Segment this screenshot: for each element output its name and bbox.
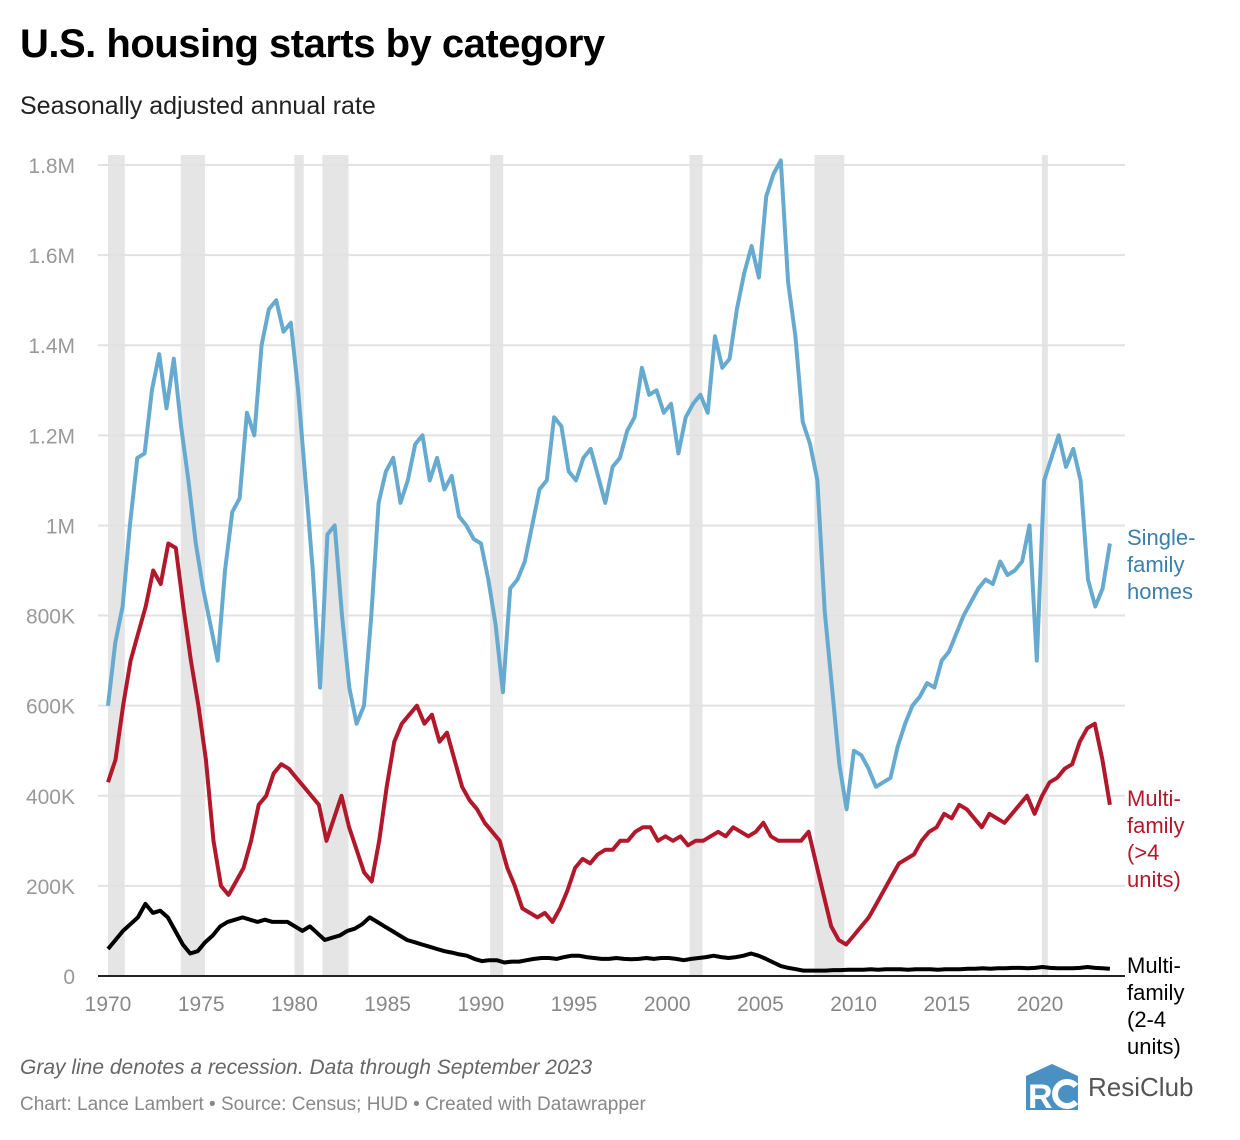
y-tick-label: 1.8M (28, 155, 75, 178)
x-tick-label: 1995 (551, 993, 598, 1016)
series-lines (106, 158, 1112, 973)
y-tick-label: 600K (26, 696, 75, 719)
x-tick-label: 2000 (644, 993, 691, 1016)
x-tick-label: 1975 (178, 993, 225, 1016)
y-tick-label: 1M (46, 515, 75, 538)
y-tick-label: 1.2M (28, 425, 75, 448)
chart-title: U.S. housing starts by category (20, 22, 605, 66)
recession-band (814, 155, 845, 976)
recession-band (294, 155, 304, 976)
series-line-2 (106, 541, 1112, 947)
y-tick-label: 800K (26, 606, 75, 629)
y-tick-label: 1.4M (28, 335, 75, 358)
y-tick-label: 400K (26, 786, 75, 809)
resiclub-logo: R ResiClub (1024, 1062, 1194, 1112)
y-tick-label: 0 (63, 966, 75, 989)
logo-text: ResiClub (1088, 1071, 1194, 1102)
footnote: Gray line denotes a recession. Data thro… (20, 1056, 593, 1079)
source-credit: Chart: Lance Lambert • Source: Census; H… (20, 1094, 646, 1115)
series-label-3: Multi-family (2-4 units) (1127, 953, 1184, 1059)
x-tick-label: 2010 (830, 993, 877, 1016)
svg-text:R: R (1028, 1078, 1053, 1112)
x-tick-label: 1970 (85, 993, 132, 1016)
recession-band (490, 155, 504, 976)
series-label-2: Multi-family (>4 units) (1127, 786, 1184, 892)
series-line-1 (106, 158, 1112, 812)
series-line-3 (106, 901, 1111, 973)
x-axis: 1970 1975 1980 1985 1990 1995 2000 2005 2010 2015… (85, 993, 1064, 1016)
x-tick-label: 2020 (1017, 993, 1064, 1016)
y-axis: 0 200K 400K 600K 800K 1M 1.2M 1.4M 1.6M 1.8M (26, 155, 75, 989)
series-labels: Single-family homes Multi-family (>4 units) M… (1127, 525, 1195, 1059)
x-tick-label: 2005 (737, 993, 784, 1016)
x-tick-label: 1985 (364, 993, 411, 1016)
resiclub-house-icon: R (1026, 1064, 1079, 1112)
series-label-1: Single-family homes (1127, 525, 1195, 604)
recession-band (689, 155, 703, 976)
y-tick-label: 1.6M (28, 245, 75, 268)
x-tick-label: 1980 (271, 993, 318, 1016)
recession-band (108, 155, 125, 976)
y-tick-label: 200K (26, 876, 75, 899)
x-tick-label: 1990 (457, 993, 504, 1016)
gridlines (98, 164, 1125, 887)
chart-subtitle: Seasonally adjusted annual rate (20, 92, 376, 120)
recession-band (1041, 155, 1048, 976)
x-tick-label: 2015 (923, 993, 970, 1016)
